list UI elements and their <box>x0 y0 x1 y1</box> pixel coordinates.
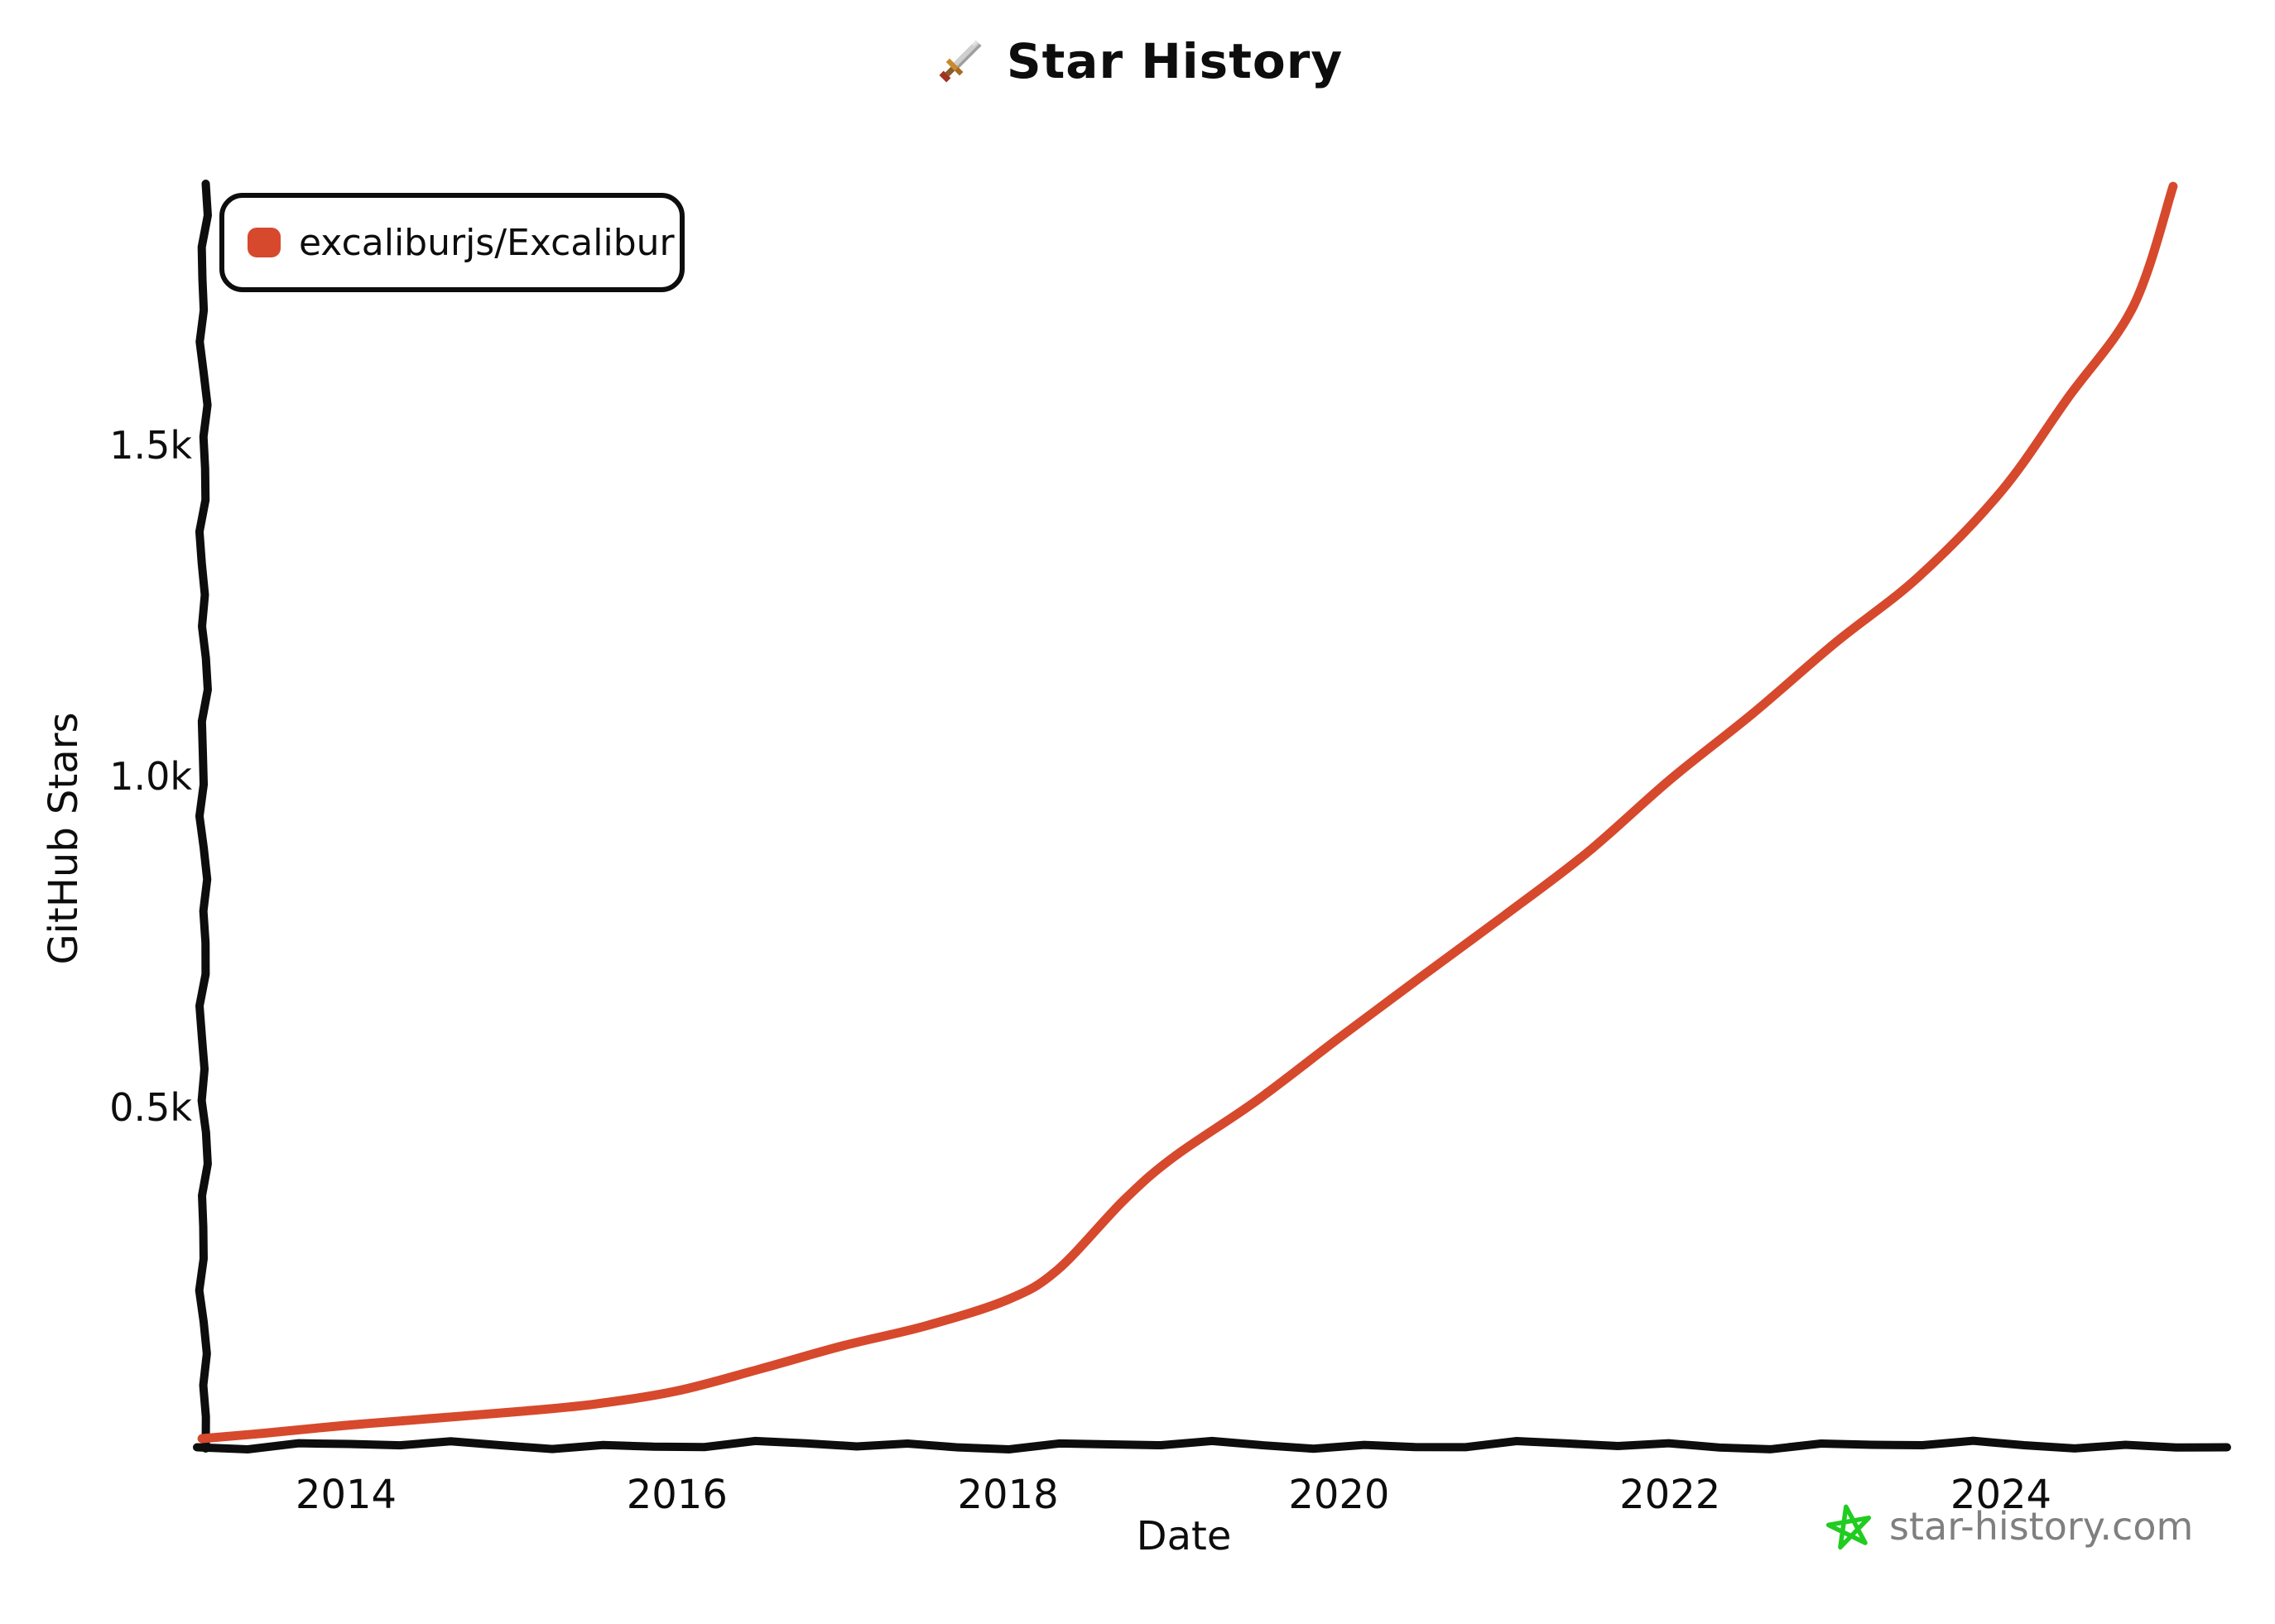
series-line-excaliburjs-excalibur <box>197 181 2178 1444</box>
legend-label: excaliburjs/Excalibur <box>299 221 675 264</box>
y-tick-label-1.0k: 1.0k <box>109 754 192 799</box>
chart-title-row: Star History <box>0 33 2275 89</box>
watermark: star-history.com <box>1825 1500 2193 1553</box>
x-tick-label-2022: 2022 <box>1619 1472 1721 1518</box>
y-axis-title: GitHub Stars <box>41 712 87 965</box>
x-tick-label-2024: 2024 <box>1950 1472 2052 1518</box>
watermark-text: star-history.com <box>1889 1504 2194 1549</box>
hand-drawn-star-icon <box>1825 1504 1872 1550</box>
y-tick-label-1.5k: 1.5k <box>109 423 192 468</box>
x-tick-label-2014: 2014 <box>295 1472 397 1518</box>
chart-title: Star History <box>1006 33 1344 89</box>
x-tick-label-2016: 2016 <box>626 1472 728 1518</box>
x-axis-title: Date <box>1136 1513 1232 1559</box>
x-tick-label-2018: 2018 <box>957 1472 1059 1518</box>
y-tick-label-0.5k: 0.5k <box>109 1085 192 1130</box>
legend-swatch <box>248 228 281 257</box>
pixel-sword-icon <box>939 40 982 83</box>
y-axis-line <box>195 180 212 1453</box>
legend: excaliburjs/Excalibur <box>219 193 685 292</box>
x-axis-line <box>193 1436 2231 1453</box>
x-tick-label-2020: 2020 <box>1288 1472 1390 1518</box>
